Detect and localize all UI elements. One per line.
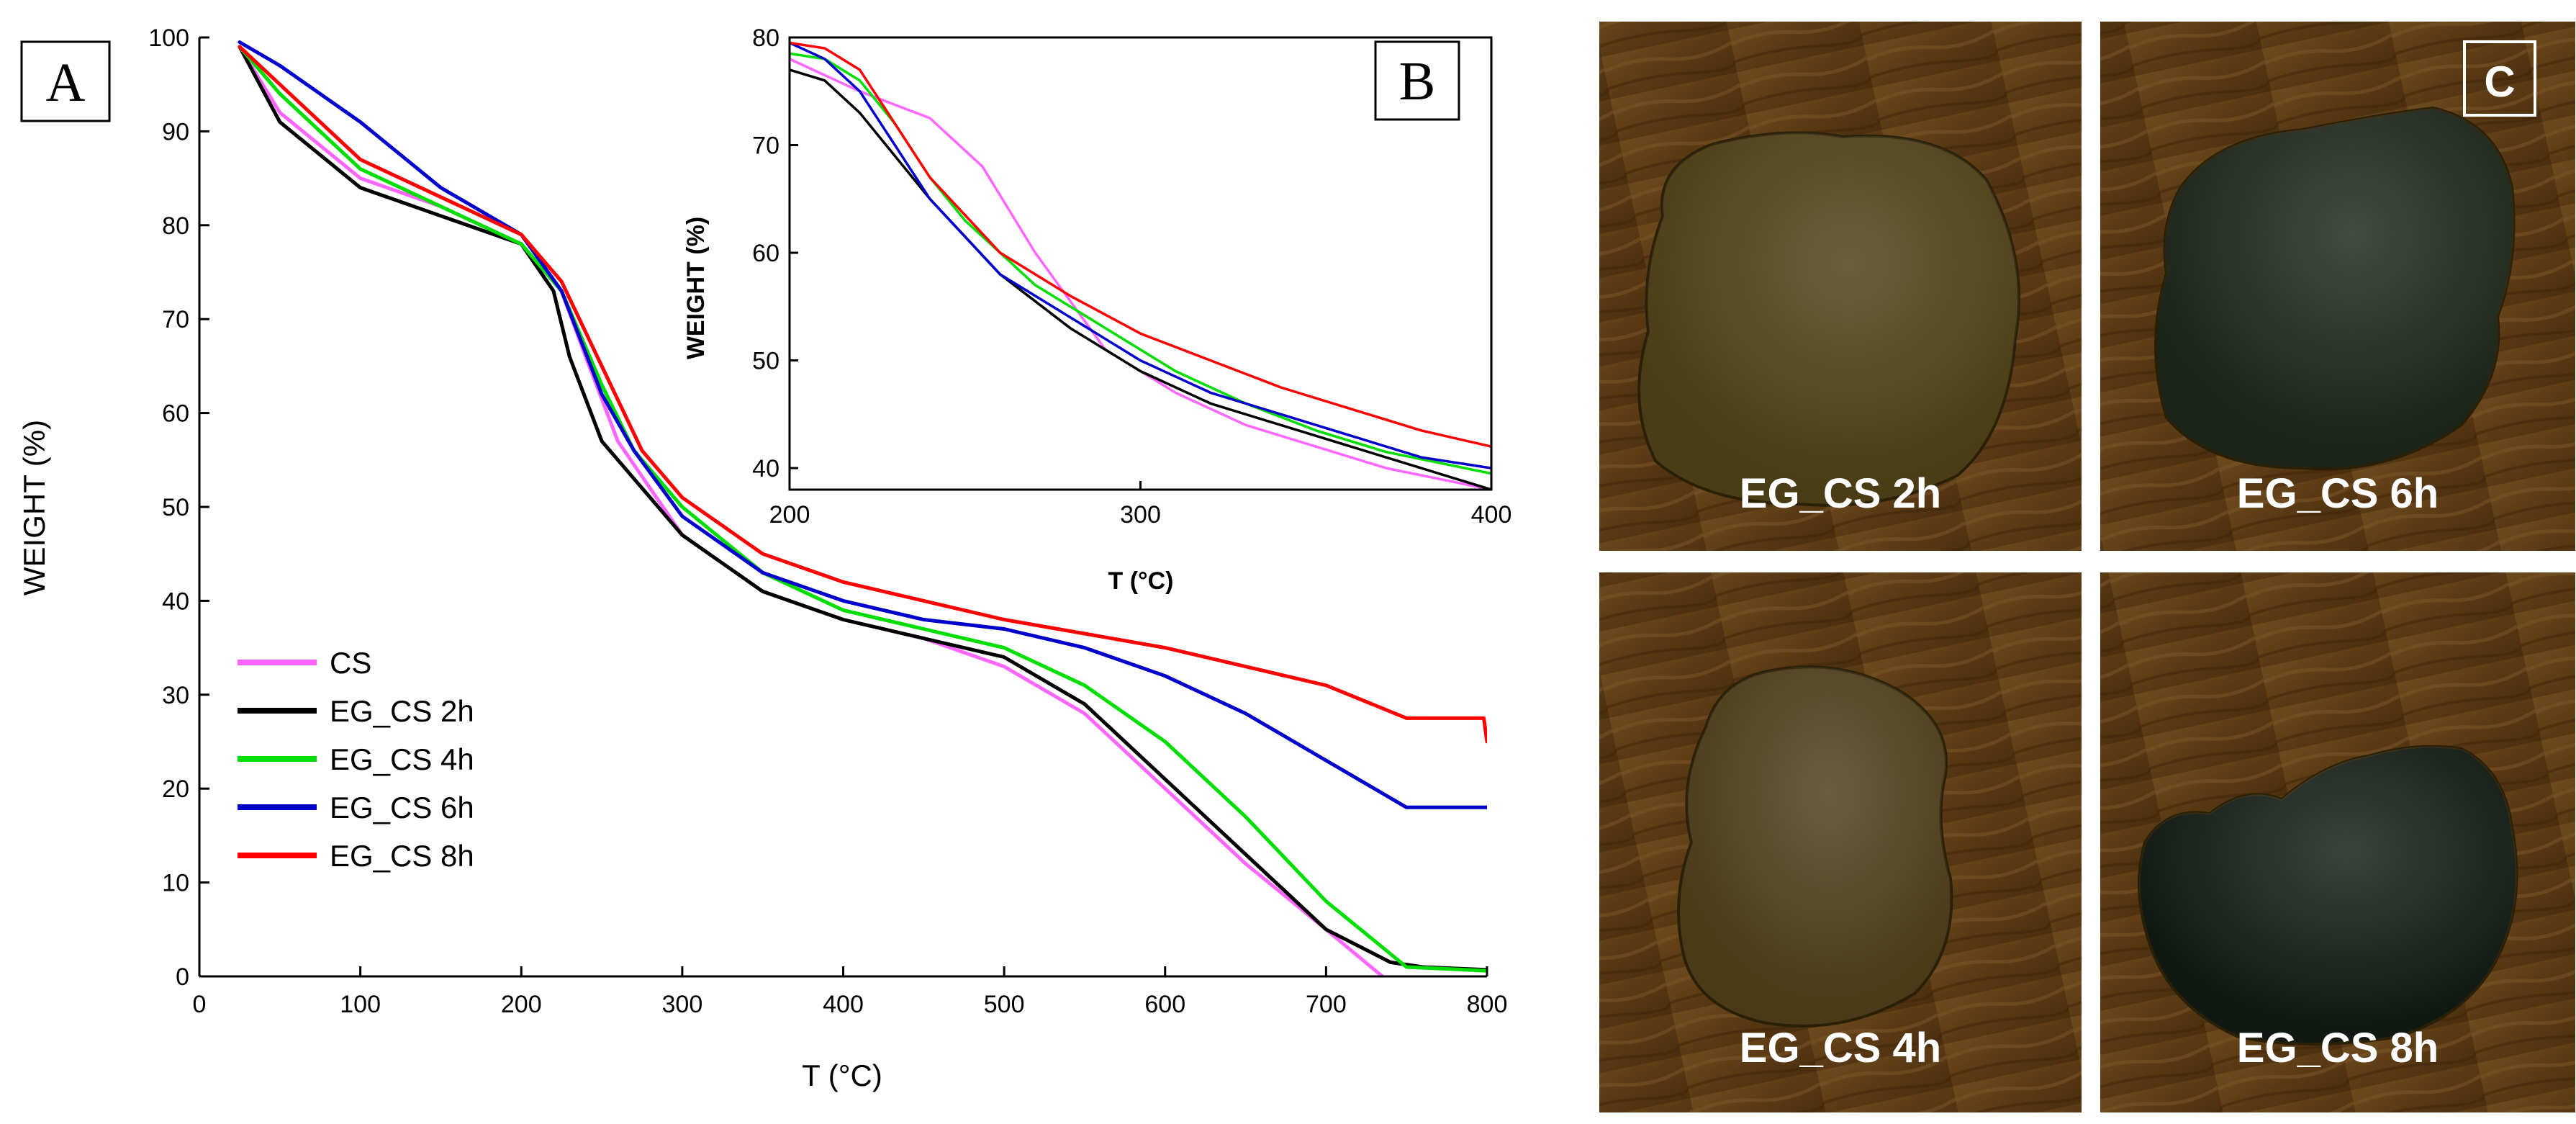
panel-a-y-tick-label: 30 bbox=[162, 682, 189, 709]
panel-b-y-tick-label: 60 bbox=[752, 240, 779, 267]
panel-a-axes: 0 100 200 300 400 500 600 700 800 0 10 20 30 40 50 60 70… bbox=[148, 24, 1507, 1018]
panel-a-x-tick-label: 800 bbox=[1467, 991, 1508, 1018]
photo-caption: EG_CS 4h bbox=[1740, 1025, 1941, 1071]
panel-a-y-tick-label: 0 bbox=[176, 963, 189, 991]
panel-a-y-tick-label: 10 bbox=[162, 870, 189, 897]
legend-label-eg-cs-4h: EG_CS 4h bbox=[330, 742, 474, 776]
panel-b-series-eg-cs-8h bbox=[790, 41, 1491, 448]
panel-a-x-axis-title: T (°C) bbox=[802, 1058, 882, 1092]
panel-a-y-tick-label: 50 bbox=[162, 494, 189, 521]
panel-b-series-eg-cs-6h bbox=[790, 41, 1491, 469]
panel-a-y-tick-label: 20 bbox=[162, 775, 189, 803]
photo-caption: EG_CS 2h bbox=[1740, 470, 1941, 517]
panel-a-y-tick-label: 80 bbox=[162, 212, 189, 240]
legend-label-eg-cs-2h: EG_CS 2h bbox=[330, 694, 474, 728]
panel-a-x-tick-label: 300 bbox=[662, 991, 703, 1018]
panel-b-letter-box bbox=[1374, 40, 1460, 121]
panel-a-letter: A bbox=[46, 53, 86, 113]
panel-a-series-eg-cs-2h bbox=[238, 45, 1487, 972]
panel-b-y-tick-label: 80 bbox=[752, 24, 779, 52]
panel-a: 0 100 200 300 400 500 600 700 800 0 10 20 30 40 50 60 70… bbox=[17, 24, 1507, 1092]
panel-a-x-tick-label: 0 bbox=[193, 991, 207, 1018]
panel-a-legend: CS EG_CS 2h EG_CS 4h EG_CS 6h EG_CS 8h bbox=[238, 646, 474, 873]
panel-b-y-tick-label: 50 bbox=[752, 348, 779, 375]
panel-b-series-eg-cs-2h bbox=[790, 68, 1491, 490]
panel-a-x-tick-label: 700 bbox=[1306, 991, 1347, 1018]
panel-a-letter-box bbox=[20, 40, 111, 122]
panel-b-plot-area bbox=[790, 41, 1491, 490]
legend-label-eg-cs-6h: EG_CS 6h bbox=[330, 791, 474, 824]
panel-a-x-tick-label: 500 bbox=[984, 991, 1025, 1018]
panel-b-series-eg-cs-4h bbox=[790, 52, 1491, 475]
panel-a-y-axis-title: WEIGHT (%) bbox=[17, 420, 51, 595]
panel-a-x-tick-label: 600 bbox=[1144, 991, 1185, 1018]
photo-eg-cs-6h: C EG_CS 6h bbox=[2100, 22, 2575, 551]
photo-eg-cs-4h: EG_CS 4h bbox=[1599, 572, 2082, 1112]
photo-eg-cs-8h: EG_CS 8h bbox=[2100, 572, 2575, 1112]
panel-a-series-eg-cs-8h bbox=[238, 45, 1487, 744]
panel-a-y-tick-label: 40 bbox=[162, 588, 189, 615]
panel-b-x-tick-label: 400 bbox=[1471, 501, 1512, 529]
panel-b-y-tick-label: 70 bbox=[752, 132, 779, 160]
photo-caption: EG_CS 8h bbox=[2237, 1025, 2439, 1071]
panel-a-x-tick-label: 400 bbox=[823, 991, 864, 1018]
panel-b-axes: 200 300 400 40 50 60 70 80 bbox=[752, 24, 1511, 529]
panel-b-x-tick-label: 200 bbox=[769, 501, 810, 529]
photo-caption: EG_CS 6h bbox=[2237, 470, 2439, 517]
panel-a-plot-area bbox=[238, 40, 1487, 976]
panel-a-y-tick-label: 90 bbox=[162, 118, 189, 145]
panel-c-letter-box bbox=[2463, 40, 2536, 117]
legend-label-eg-cs-8h: EG_CS 8h bbox=[330, 839, 474, 873]
panel-a-x-tick-label: 200 bbox=[501, 991, 542, 1018]
legend-label-cs: CS bbox=[330, 646, 371, 680]
panel-a-series-eg-cs-6h bbox=[238, 40, 1487, 809]
panel-a-y-tick-label: 60 bbox=[162, 400, 189, 428]
panel-b-y-tick-label: 40 bbox=[752, 455, 779, 482]
panel-b-letter: B bbox=[1399, 51, 1436, 112]
panel-b-y-axis-title: WEIGHT (%) bbox=[682, 217, 710, 359]
panel-a-x-tick-label: 100 bbox=[340, 991, 381, 1018]
panel-a-y-tick-label: 100 bbox=[148, 24, 189, 52]
panel-c: EG_CS 2h C EG_CS 6h EG_CS 4h EG_CS 8h bbox=[1599, 22, 2575, 1112]
panel-b-x-axis-title: T (°C) bbox=[1108, 567, 1173, 595]
photo-eg-cs-2h: EG_CS 2h bbox=[1599, 22, 2082, 551]
panel-b-x-tick-label: 300 bbox=[1120, 501, 1161, 529]
panel-b: 200 300 400 40 50 60 70 80 T (°C) WEIGHT (%) B bbox=[682, 24, 1511, 595]
panel-c-letter: C bbox=[2484, 58, 2515, 106]
panel-a-y-tick-label: 70 bbox=[162, 306, 189, 333]
